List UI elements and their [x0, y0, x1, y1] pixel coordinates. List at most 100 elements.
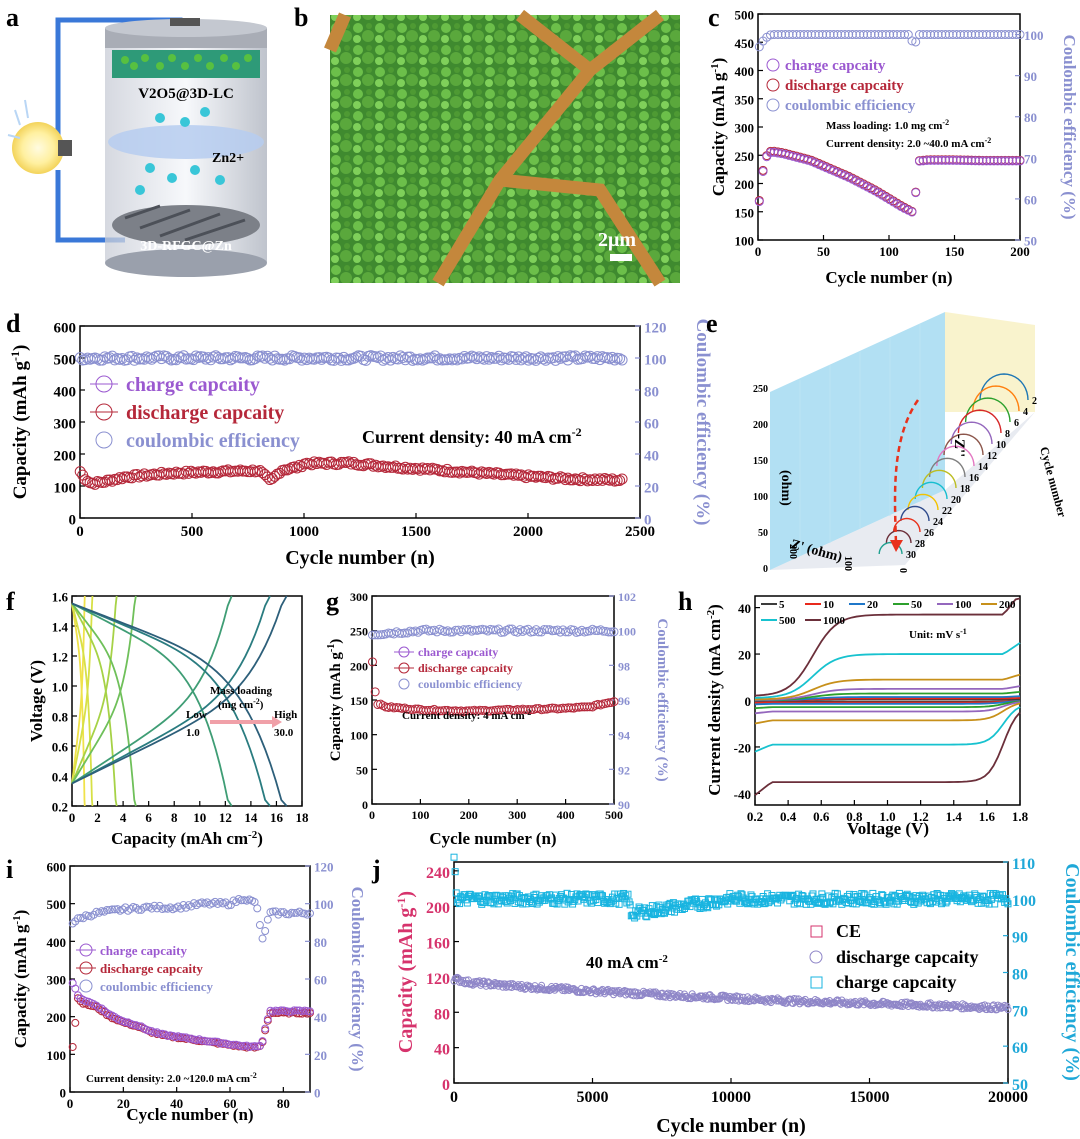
nyquist-curves — [878, 373, 1029, 555]
data-point-i-charge-capcaity — [176, 1032, 185, 1041]
data-point-g-coulombic-efficiency — [445, 627, 455, 637]
x-tick-label-i: 0 — [67, 1096, 74, 1111]
y-tick-label-j: 200 — [426, 900, 450, 917]
data-point-c-coulombic-efficiency — [855, 30, 865, 40]
mass-loading-annotation: Mass loading (mg cm-2) Low 1.0 High 30.0 — [186, 685, 297, 739]
data-point-c-coulombic-efficiency — [892, 30, 902, 40]
zn-ions — [135, 107, 225, 195]
data-point-c-coulombic-efficiency — [981, 30, 991, 40]
data-point-d-coulombic-efficiency — [520, 351, 532, 363]
legend-i: charge capcaity discharge capcaity coulo… — [76, 943, 213, 994]
data-point-i-coulombic-efficiency — [124, 906, 133, 915]
nyquist-curve-10 — [950, 421, 993, 445]
x-tick-label-f: 18 — [296, 810, 310, 825]
cycle-tick-12: 12 — [987, 451, 997, 462]
x-tick-label-i: 80 — [277, 1096, 290, 1111]
data-point-d-coulombic-efficiency — [350, 351, 362, 363]
cv-curve-500-return — [754, 706, 1021, 753]
x-tick-label-g: 300 — [508, 808, 526, 822]
x-tick-label-f: 14 — [244, 810, 258, 825]
annotation-c-2: Current density: 2.0 ~40.0 mA cm-2 — [826, 136, 991, 150]
data-point-c-charge-capcaity — [989, 156, 999, 166]
data-point-j-ce — [463, 899, 471, 907]
data-point-c-coulombic-efficiency — [900, 30, 910, 40]
legend-charge-c: charge capcaity — [785, 58, 886, 74]
x-tick-label-h: 0.4 — [780, 809, 797, 824]
data-point-j-ce — [620, 889, 628, 897]
data-point-g-coulombic-efficiency — [512, 627, 522, 637]
annotation-g-1: Current density: 4 mA cm-2 — [402, 708, 531, 722]
data-point-d-coulombic-efficiency — [99, 351, 111, 363]
data-point-c-charge-capcaity — [967, 156, 977, 166]
legend-d: charge capcaity discharge capcaity coulo… — [90, 374, 300, 452]
x-tick-label-g: 400 — [557, 808, 575, 822]
data-point-c-coulombic-efficiency — [814, 30, 824, 40]
y-tick-label-f: 0.2 — [52, 800, 68, 815]
x-tick-label-j: 5000 — [577, 1089, 609, 1106]
legend-label-h-20: 20 — [867, 599, 879, 611]
x-tick-label-g: 0 — [369, 808, 375, 822]
data-point-c-charge-capcaity — [929, 155, 939, 165]
floor — [770, 412, 1035, 570]
y-tick-label-c: 250 — [735, 149, 755, 164]
arrow-head — [890, 540, 903, 552]
y2-tick-label-j: 100 — [1012, 893, 1036, 910]
data-point-i-coulombic-efficiency — [261, 927, 270, 936]
cv-curve-1000-return — [754, 711, 1021, 796]
data-point-i-charge-capcaity — [218, 1039, 227, 1048]
data-point-d-coulombic-efficiency — [552, 351, 564, 363]
y-tick-label-i: 500 — [47, 897, 67, 912]
y2-tick-label-g: 90 — [618, 798, 630, 812]
y2-tick-label-d: 20 — [644, 481, 659, 497]
data-point-c-coulombic-efficiency — [963, 30, 973, 40]
cycle-tick-10: 10 — [996, 440, 1006, 451]
panel-f: f 0 2 4 6 8 10 12 14 16 18 0.2 0.4 0.6 0.8 1.0 1.2 1.4 1.… — [6, 587, 309, 848]
nyquist-curve-30 — [878, 541, 903, 555]
data-point-j-ce — [967, 898, 975, 906]
y2-tick-label-j: 70 — [1012, 1003, 1028, 1020]
data-point-c-coulombic-efficiency — [859, 30, 869, 40]
data-point-c-coulombic-efficiency — [840, 30, 850, 40]
data-point-j-ce — [570, 897, 578, 905]
data-point-i-coulombic-efficiency — [182, 903, 191, 912]
data-point-c-coulombic-efficiency — [1015, 30, 1025, 40]
data-point-j-discharge-capcaity — [1003, 1002, 1011, 1010]
cv-curve-500 — [754, 642, 1021, 699]
y-tick-label-d: 500 — [54, 353, 77, 369]
data-point-c-charge-capcaity — [941, 155, 951, 165]
data-point-i-coulombic-efficiency — [147, 904, 156, 913]
data-point-g-discharge-capcaity — [604, 698, 614, 708]
y-tick-label-i: 100 — [47, 1048, 67, 1063]
x-tick-label-d: 1500 — [401, 524, 431, 540]
back-wall — [770, 312, 945, 570]
y2-axis-label-d: Coulombic efficiency (%) — [692, 319, 713, 526]
data-point-c-coulombic-efficiency — [937, 30, 947, 40]
y2-tick-label-j: 80 — [1012, 967, 1028, 984]
data-point-d-coulombic-efficiency — [606, 351, 618, 363]
data-point-g-coulombic-efficiency — [488, 625, 498, 635]
data-point-j-ce — [764, 890, 772, 898]
panel-label-h: h — [678, 587, 693, 616]
x-axis-label-f: Capacity (mAh cm-2) — [111, 829, 263, 848]
cathode-label: V2O5@3D-LC — [138, 86, 234, 102]
y2-tick-label-i: 120 — [314, 860, 334, 875]
data-point-d-coulombic-efficiency — [584, 350, 596, 362]
data-point-c-charge-capcaity — [993, 156, 1003, 166]
y2-tick-label-i: 60 — [314, 973, 327, 988]
x-axis-label-g: Cycle number (n) — [429, 829, 556, 848]
x-tick-label-d: 1000 — [289, 524, 319, 540]
data-point-i-charge-capcaity — [97, 1004, 106, 1013]
cycle-tick-18: 18 — [960, 484, 970, 495]
data-point-c-coulombic-efficiency — [944, 30, 954, 40]
y-tick-label-d: 600 — [54, 321, 77, 337]
x-tick-label-g: 100 — [411, 808, 429, 822]
x-tick-label-d: 2500 — [625, 524, 655, 540]
data-point-c-coulombic-efficiency — [948, 30, 958, 40]
y2-tick-label-i: 40 — [314, 1010, 327, 1025]
data-point-j-ce — [631, 914, 639, 922]
x-tick-label-f: 4 — [120, 810, 127, 825]
y-tick-label-h: -40 — [734, 787, 751, 802]
data-point-g-discharge-capcaity — [585, 702, 595, 712]
data-point-j-discharge-capcaity — [684, 995, 692, 1003]
